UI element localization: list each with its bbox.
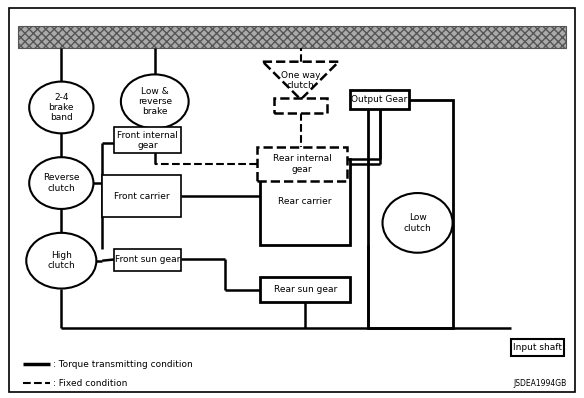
Text: 2-4
brake
band: 2-4 brake band [48, 93, 74, 122]
Ellipse shape [29, 82, 93, 133]
Text: One way
clutch: One way clutch [281, 71, 321, 90]
Text: Low &
reverse
brake: Low & reverse brake [138, 87, 172, 116]
Bar [114, 127, 181, 153]
Ellipse shape [121, 74, 189, 129]
Bar [511, 339, 564, 356]
Text: : Fixed condition: : Fixed condition [53, 379, 127, 388]
Text: Front carrier: Front carrier [114, 191, 169, 201]
Bar [260, 277, 350, 302]
Text: Rear sun gear: Rear sun gear [273, 285, 337, 294]
Text: JSDEA1994GB: JSDEA1994GB [513, 379, 566, 388]
Ellipse shape [26, 233, 96, 289]
Polygon shape [263, 62, 339, 100]
Text: Rear internal
gear: Rear internal gear [273, 154, 332, 174]
Text: Front sun gear: Front sun gear [115, 255, 180, 264]
Bar [18, 26, 566, 48]
Bar [274, 98, 327, 113]
Bar [257, 147, 347, 181]
Bar [350, 90, 409, 109]
Text: Input shaft: Input shaft [513, 343, 562, 352]
Text: Reverse
clutch: Reverse clutch [43, 174, 79, 193]
Text: Output Gear: Output Gear [352, 95, 408, 104]
Text: Low
clutch: Low clutch [404, 213, 432, 232]
Text: High
clutch: High clutch [47, 251, 75, 270]
Text: : Torque transmitting condition: : Torque transmitting condition [53, 360, 192, 369]
Bar [260, 159, 350, 245]
Bar [368, 100, 453, 328]
Ellipse shape [383, 193, 453, 253]
Bar [102, 175, 181, 217]
Bar [114, 249, 181, 271]
Text: Rear carrier: Rear carrier [279, 197, 332, 207]
Text: Front internal
gear: Front internal gear [117, 131, 178, 150]
Ellipse shape [29, 157, 93, 209]
